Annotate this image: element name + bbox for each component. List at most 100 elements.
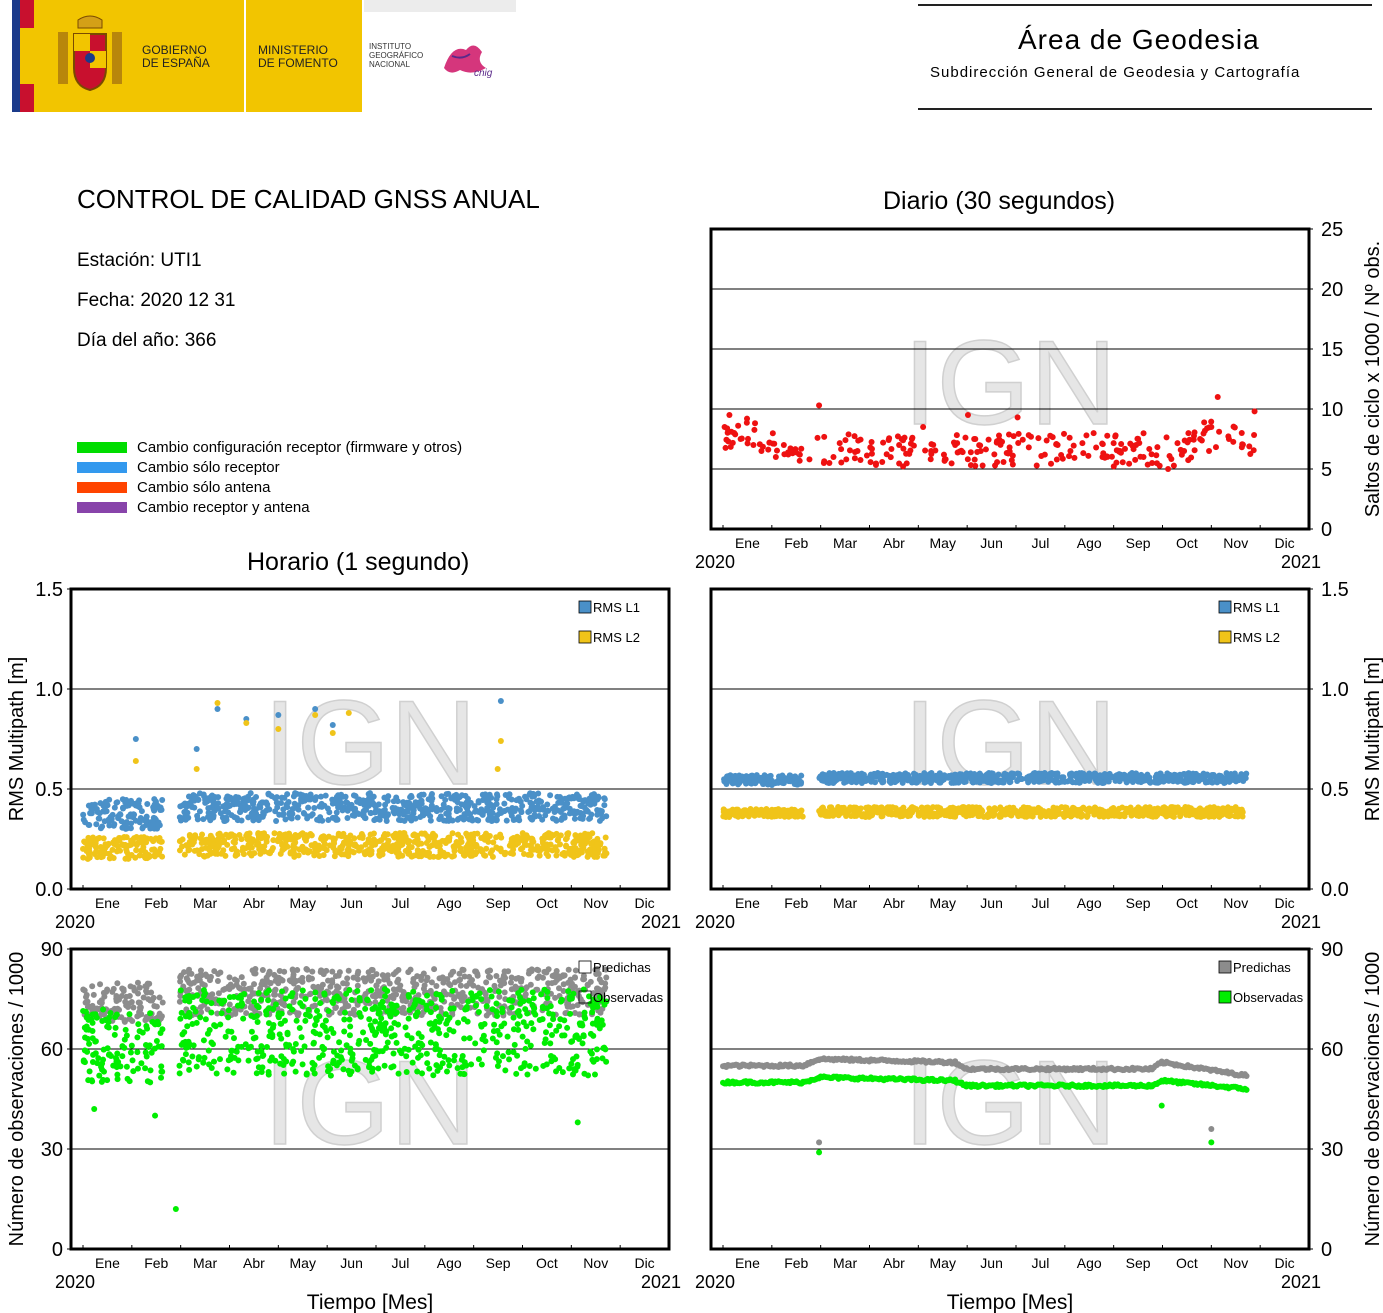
data-point xyxy=(489,847,496,854)
data-point xyxy=(437,1015,444,1022)
plot-frame xyxy=(709,227,1311,531)
data-point xyxy=(1089,773,1096,780)
data-point xyxy=(122,841,129,848)
data-point xyxy=(501,800,508,807)
data-point xyxy=(305,976,312,983)
data-point xyxy=(311,805,318,812)
data-point xyxy=(454,799,461,806)
data-point xyxy=(236,984,243,991)
data-point xyxy=(1038,777,1045,784)
data-point xyxy=(159,797,166,804)
data-point xyxy=(430,853,437,860)
data-point xyxy=(181,851,188,858)
x-tick-label: Sep xyxy=(1126,535,1151,551)
data-point xyxy=(1140,430,1147,437)
data-point xyxy=(144,1078,151,1085)
data-point xyxy=(1083,432,1090,439)
doy-label: Día del año: 366 xyxy=(77,330,217,351)
data-point xyxy=(781,807,788,814)
data-point xyxy=(846,807,853,814)
data-point xyxy=(1105,778,1112,785)
data-point xyxy=(756,811,763,818)
data-point xyxy=(593,1056,600,1063)
data-point xyxy=(298,797,305,804)
data-point xyxy=(922,447,929,454)
data-point xyxy=(143,813,150,820)
data-point xyxy=(1101,454,1108,461)
data-point xyxy=(340,1066,347,1073)
data-point xyxy=(140,844,147,851)
data-point xyxy=(354,798,361,805)
data-point xyxy=(197,1014,204,1021)
data-point xyxy=(484,968,491,975)
data-point xyxy=(396,842,403,849)
data-point xyxy=(311,1070,318,1077)
data-point xyxy=(156,994,163,1001)
data-point xyxy=(1207,804,1214,811)
data-point xyxy=(469,852,476,859)
data-point xyxy=(1045,778,1052,785)
data-point xyxy=(322,792,329,799)
data-point xyxy=(122,1026,129,1033)
data-point xyxy=(186,846,193,853)
data-point xyxy=(256,802,263,809)
data-point xyxy=(836,440,843,447)
data-point xyxy=(1166,773,1173,780)
data-point xyxy=(421,851,428,858)
spain-flag-strip xyxy=(12,0,34,112)
ministerio-line2: DE FOMENTO xyxy=(258,56,338,70)
data-point xyxy=(501,989,508,996)
x-tick-label: Dic xyxy=(634,895,654,911)
y-tick-label: 0 xyxy=(1321,519,1332,541)
data-point xyxy=(940,451,947,458)
data-point xyxy=(559,1032,566,1039)
data-point xyxy=(1225,433,1232,440)
data-point xyxy=(288,815,295,822)
data-point xyxy=(910,442,917,449)
data-point xyxy=(928,450,935,457)
data-point xyxy=(356,1037,363,1044)
data-point xyxy=(564,800,571,807)
data-point xyxy=(1177,446,1184,453)
data-point xyxy=(316,1012,323,1019)
data-point xyxy=(194,847,201,854)
instituto-line3: NACIONAL xyxy=(369,60,410,69)
data-point xyxy=(251,850,258,857)
data-point xyxy=(353,843,360,850)
x-tick-label: Jun xyxy=(340,895,363,911)
data-point xyxy=(972,435,979,442)
data-point xyxy=(386,980,393,987)
data-point xyxy=(180,1057,187,1064)
data-point xyxy=(100,1068,107,1075)
data-point xyxy=(395,836,402,843)
data-point xyxy=(249,990,256,997)
data-point xyxy=(577,1021,584,1028)
data-point xyxy=(353,810,360,817)
data-point xyxy=(291,978,298,985)
data-point xyxy=(128,1042,135,1049)
data-point xyxy=(985,436,992,443)
data-point xyxy=(1083,813,1090,820)
data-point xyxy=(445,810,452,817)
data-point xyxy=(383,1044,390,1051)
y-tick-label: 1.0 xyxy=(35,679,63,701)
data-point xyxy=(1212,808,1219,815)
data-point xyxy=(486,987,493,994)
data-point xyxy=(263,836,270,843)
data-point xyxy=(384,1039,391,1046)
data-point xyxy=(1146,445,1153,452)
data-point xyxy=(453,842,460,849)
data-point xyxy=(89,834,96,841)
data-point xyxy=(411,831,418,838)
data-point xyxy=(566,795,573,802)
data-point xyxy=(194,973,201,980)
data-point xyxy=(244,831,251,838)
legend-label: Cambio configuración receptor (firmware … xyxy=(137,438,463,456)
data-point xyxy=(766,439,773,446)
data-point xyxy=(433,843,440,850)
data-point xyxy=(587,1030,594,1037)
data-point xyxy=(114,799,121,806)
data-point xyxy=(324,1034,331,1041)
data-point xyxy=(81,1047,88,1054)
data-point xyxy=(86,854,93,861)
